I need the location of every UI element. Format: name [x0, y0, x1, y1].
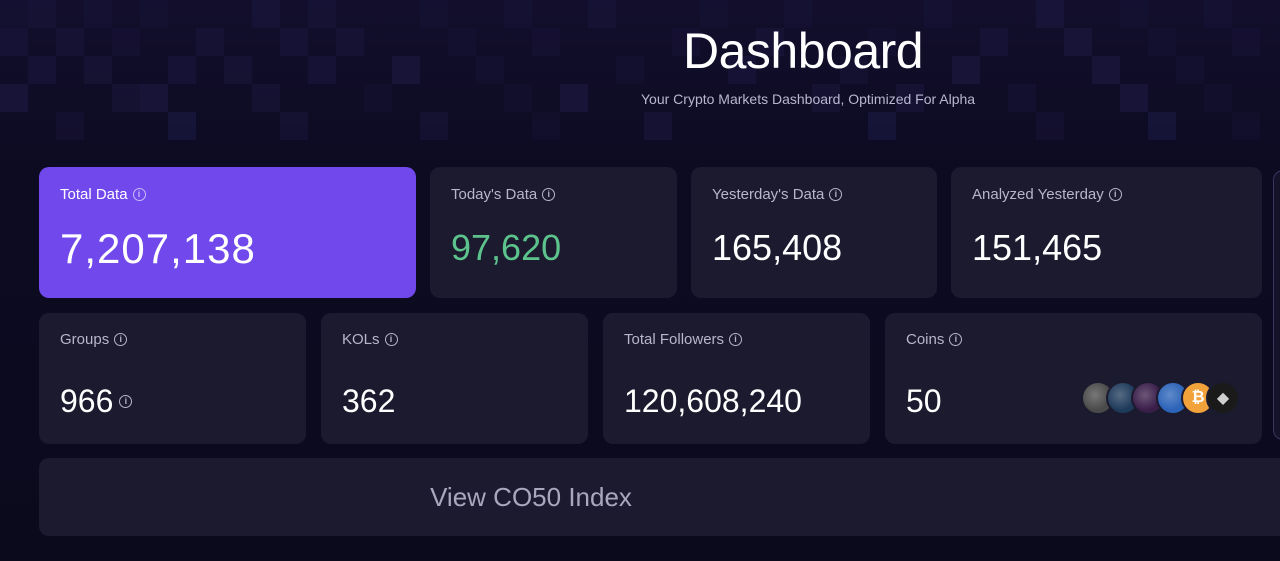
stat-value: 151,465: [972, 227, 1103, 268]
stat-label: Groups: [60, 331, 110, 348]
stat-value: 165,408: [712, 227, 843, 268]
info-icon[interactable]: i: [132, 188, 146, 201]
info-icon[interactable]: i: [949, 333, 963, 346]
info-icon[interactable]: i: [1108, 188, 1122, 201]
view-co50-index-button[interactable]: View CO50 Index: [39, 458, 1280, 536]
info-icon[interactable]: i: [542, 188, 556, 201]
info-icon[interactable]: i: [114, 333, 128, 346]
coin-avatar-stack[interactable]: ₿ ◆: [1081, 381, 1240, 415]
stat-card-total-followers[interactable]: Total Followers i 120,608,240: [603, 313, 870, 444]
stat-value: 120,608,240: [624, 383, 802, 419]
stat-card-coins[interactable]: Coins i 50 ₿ ◆: [885, 313, 1262, 444]
page-title: Dashboard: [683, 23, 924, 79]
cta-label: View CO50 Index: [430, 481, 632, 512]
page-subtitle: Your Crypto Markets Dashboard, Optimized…: [641, 91, 976, 107]
stat-label: Today's Data: [451, 186, 538, 203]
info-icon[interactable]: i: [384, 333, 398, 346]
info-icon[interactable]: i: [829, 188, 843, 201]
stat-label: Total Followers: [624, 331, 725, 348]
stat-value: 97,620: [451, 227, 562, 268]
stat-label: KOLs: [342, 331, 380, 348]
side-panel-edge: [1273, 170, 1280, 440]
info-icon[interactable]: i: [119, 395, 133, 408]
stat-card-todays-data[interactable]: Today's Data i 97,620: [430, 167, 677, 298]
background-grid: [0, 0, 1280, 170]
stat-card-yesterdays-data[interactable]: Yesterday's Data i 165,408: [691, 167, 937, 298]
stat-card-kols[interactable]: KOLs i 362: [321, 313, 588, 444]
stat-card-total-data[interactable]: Total Data i 7,207,138: [39, 167, 416, 298]
stat-label: Yesterday's Data: [712, 186, 825, 203]
stat-card-analyzed-yesterday[interactable]: Analyzed Yesterday i 151,465: [951, 167, 1262, 298]
stat-card-groups[interactable]: Groups i 966 i: [39, 313, 306, 444]
stat-label: Total Data: [60, 186, 128, 203]
stat-value: 966: [60, 383, 114, 419]
stat-value: 7,207,138: [60, 225, 256, 272]
stat-value: 362: [342, 383, 396, 419]
stat-value: 50: [906, 383, 942, 419]
stat-label: Analyzed Yesterday: [972, 186, 1104, 203]
info-icon[interactable]: i: [729, 333, 743, 346]
ethereum-icon[interactable]: ◆: [1206, 381, 1240, 415]
stat-label: Coins: [906, 331, 945, 348]
